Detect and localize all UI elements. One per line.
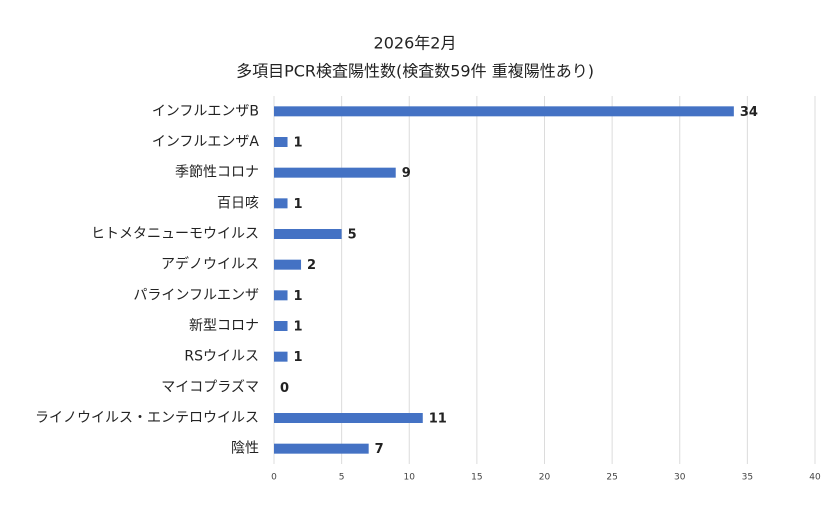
- y-tick-label: 季節性コロナ: [175, 164, 259, 181]
- data-label: 34: [740, 105, 758, 120]
- data-label: 7: [375, 442, 384, 457]
- data-label: 9: [402, 166, 411, 181]
- y-tick-label: ライノウイルス・エンテロウイルス: [35, 410, 259, 426]
- bar: [274, 351, 288, 362]
- bar: [274, 443, 369, 454]
- bar: [274, 290, 288, 301]
- y-tick-label: インフルエンザB: [152, 103, 259, 119]
- chart-title: 2026年2月: [374, 34, 457, 53]
- bar: [274, 137, 288, 147]
- bar: [274, 259, 302, 270]
- bar: [274, 167, 396, 178]
- chart-subtitle: 多項目PCR検査陽性数(検査数59件 重複陽性あり): [236, 62, 594, 81]
- x-tick-label: 40: [809, 473, 821, 483]
- x-tick-label: 10: [404, 473, 416, 483]
- x-tick-label: 35: [742, 473, 753, 483]
- x-tick-label: 5: [339, 473, 345, 483]
- data-label: 1: [294, 320, 303, 335]
- bar: [274, 413, 423, 423]
- data-label: 1: [294, 136, 303, 151]
- y-tick-label: マイコプラズマ: [161, 379, 259, 395]
- y-tick-label: ヒトメタニューモウイルス: [91, 226, 259, 242]
- bar: [274, 229, 342, 239]
- y-tick-label: RSウイルス: [184, 349, 259, 365]
- y-tick-label: 陰性: [231, 441, 259, 457]
- data-label: 5: [348, 228, 357, 243]
- x-tick-label: 20: [539, 473, 551, 483]
- y-tick-label: 百日咳: [217, 195, 259, 211]
- x-tick-label: 25: [606, 473, 617, 483]
- bar: [274, 321, 288, 331]
- x-tick-label: 30: [674, 473, 686, 483]
- bar: [274, 198, 288, 209]
- data-label: 2: [307, 258, 316, 273]
- x-tick-label: 0: [271, 473, 277, 483]
- x-tick-label: 15: [471, 473, 482, 483]
- bar: [274, 106, 734, 117]
- data-label: 11: [429, 412, 447, 427]
- y-tick-label: インフルエンザA: [152, 134, 260, 150]
- data-label: 1: [294, 350, 303, 365]
- y-tick-label: パラインフルエンザ: [133, 287, 259, 303]
- y-tick-label: アデノウイルス: [161, 256, 259, 273]
- data-label: 0: [280, 381, 289, 396]
- data-label: 1: [294, 289, 303, 304]
- y-tick-label: 新型コロナ: [189, 318, 259, 334]
- data-label: 1: [294, 197, 303, 212]
